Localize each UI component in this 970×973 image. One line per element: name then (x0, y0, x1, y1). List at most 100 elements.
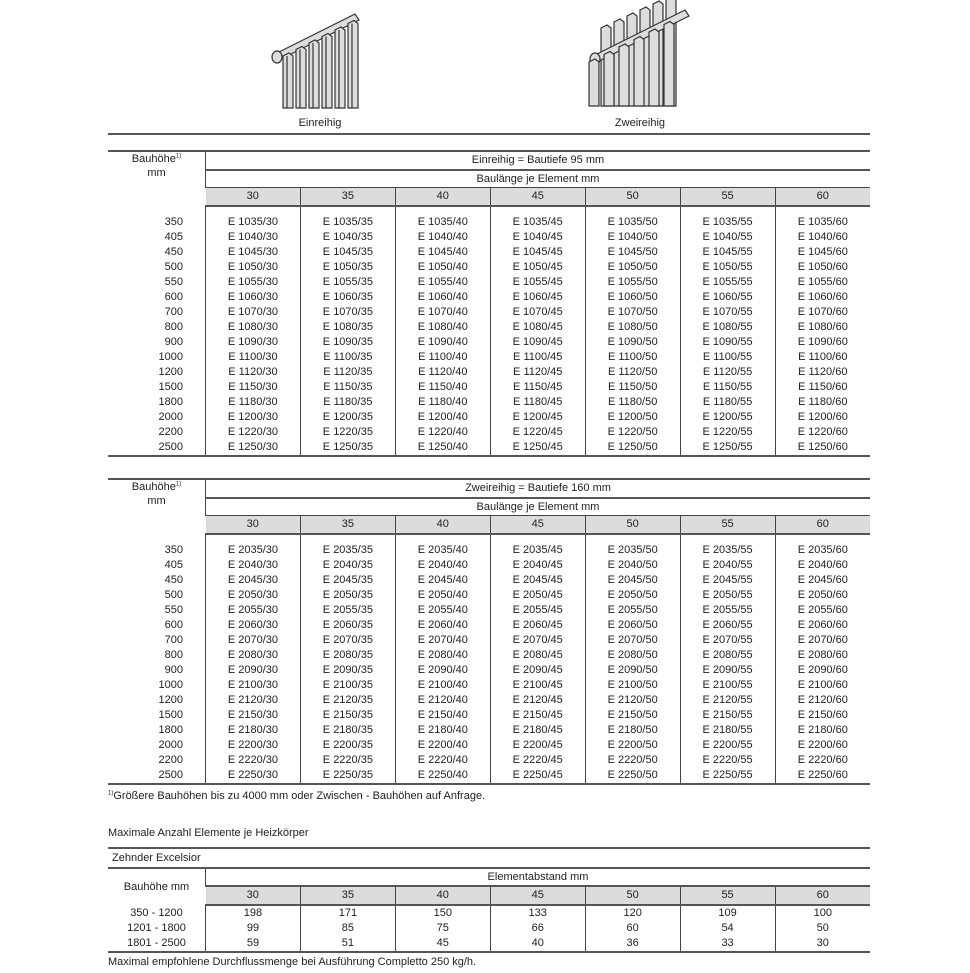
model-code: E 1150/50 (584, 380, 681, 395)
model-code: E 2035/45 (489, 543, 586, 558)
height-value: 800 (164, 649, 183, 661)
footnote-marker: 1) (108, 790, 114, 797)
model-code: E 2250/35 (299, 768, 396, 785)
table-row: 2500 E 1250/30 E 1250/35 E 1250/40 E 1250/45… (108, 440, 870, 457)
model-code: E 2250/50 (584, 768, 681, 785)
model-code: E 2120/50 (584, 693, 681, 708)
spacer (205, 534, 301, 543)
table-row: 700 E 2070/30 E 2070/35 E 2070/40 E 2070/45 E… (108, 633, 870, 648)
model-code: E 1035/50 (584, 215, 681, 230)
model-code: E 2200/60 (774, 738, 870, 753)
height-value: 1200 (158, 366, 183, 378)
model-code: E 1150/60 (774, 380, 870, 395)
spacer (489, 534, 586, 543)
model-code: E 2100/40 (394, 678, 491, 693)
model-code: E 2050/60 (774, 588, 870, 603)
model-code: E 2220/35 (299, 753, 396, 768)
model-code: E 2250/60 (774, 768, 870, 785)
model-code: E 1090/40 (394, 335, 491, 350)
model-code: E 1200/40 (394, 410, 491, 425)
table-row: 450 E 2045/30 E 2045/35 E 2045/40 E 2045/45 E… (108, 573, 870, 588)
table-row: 1201 - 1800 99 85 75 66 60 54 50 (108, 921, 870, 936)
column-header: 50 (584, 885, 681, 906)
table-row: 900 E 2090/30 E 2090/35 E 2090/40 E 2090/45 E… (108, 663, 870, 678)
table-subtitle: Baulänge je Element mm (205, 169, 870, 188)
model-code: E 1070/60 (774, 305, 870, 320)
model-code: E 1080/40 (394, 320, 491, 335)
single-row-label: Einreihig (298, 117, 342, 129)
table-row: 1000 E 1100/30 E 1100/35 E 1100/40 E 1100/45… (108, 350, 870, 365)
max-count: 1201 - 1800 (127, 922, 186, 934)
model-code: E 2080/55 (679, 648, 776, 663)
model-code: E 1250/40 (394, 440, 491, 457)
model-code: E 2180/40 (394, 723, 491, 738)
model-code: E 2050/40 (394, 588, 491, 603)
model-code: E 2100/55 (679, 678, 776, 693)
max-section-heading: Maximale Anzahl Elemente je Heizkörper (108, 827, 309, 839)
max-count: 85 (299, 921, 396, 936)
model-code: E 1055/55 (679, 275, 776, 290)
model-code: E 2090/60 (774, 663, 870, 678)
model-code: E 2055/60 (774, 603, 870, 618)
model-code: E 2220/60 (774, 753, 870, 768)
model-code: E 2080/60 (774, 648, 870, 663)
model-code: E 1150/55 (679, 380, 776, 395)
model-code: E 1055/35 (299, 275, 396, 290)
model-code: E 2045/40 (394, 573, 491, 588)
model-code: E 2100/30 (205, 678, 301, 693)
model-code: E 2070/45 (489, 633, 586, 648)
height-value: 1000 (158, 351, 183, 363)
model-code: E 1035/45 (489, 215, 586, 230)
max-count: 198 (205, 905, 301, 921)
table-row: 500 E 2050/30 E 2050/35 E 2050/40 E 2050/45 E… (108, 588, 870, 603)
model-code: E 1060/55 (679, 290, 776, 305)
height-value: 2500 (108, 768, 206, 785)
model-code: E 2220/40 (394, 753, 491, 768)
model-code: E 2180/35 (299, 723, 396, 738)
model-code: E 2090/50 (584, 663, 681, 678)
column-header: 35 (299, 515, 396, 535)
model-code: E 1220/60 (774, 425, 870, 440)
model-code: E 2180/30 (205, 723, 301, 738)
model-code: E 1070/50 (584, 305, 681, 320)
model-code: E 1120/45 (489, 365, 586, 380)
model-code: E 2035/40 (394, 543, 491, 558)
model-code: E 1180/45 (489, 395, 586, 410)
model-code: E 1090/35 (299, 335, 396, 350)
double-row-label: Zweireihig (614, 117, 666, 129)
table-row: 700 E 1070/30 E 1070/35 E 1070/40 E 1070/45 E… (108, 305, 870, 320)
max-count: 109 (679, 905, 776, 921)
model-code: E 1200/45 (489, 410, 586, 425)
model-code: E 1200/55 (679, 410, 776, 425)
height-value: 2200 (158, 754, 183, 766)
model-code: E 1050/60 (774, 260, 870, 275)
height-value: 350 (164, 544, 183, 556)
model-code: E 2045/30 (205, 573, 301, 588)
model-code: E 1080/35 (299, 320, 396, 335)
model-code: E 1120/50 (584, 365, 681, 380)
column-header: 30 (205, 885, 301, 906)
model-code: E 2120/55 (679, 693, 776, 708)
spacer (489, 206, 586, 215)
model-code: E 1250/50 (584, 440, 681, 457)
height-value: 1200 (158, 694, 183, 706)
table-row: 600 E 1060/30 E 1060/35 E 1060/40 E 1060/45 E… (108, 290, 870, 305)
height-value: 1000 (158, 679, 183, 691)
table-row: 2500 E 2250/30 E 2250/35 E 2250/40 E 2250/45… (108, 768, 870, 785)
model-code: E 2220/45 (489, 753, 586, 768)
model-code: E 2220/30 (205, 753, 301, 768)
table-row: 405 E 2040/30 E 2040/35 E 2040/40 E 2040/45 E… (108, 558, 870, 573)
model-code: E 1200/30 (205, 410, 301, 425)
spacer (679, 534, 776, 543)
column-header: 30 (205, 187, 301, 207)
model-code: E 1035/30 (205, 215, 301, 230)
height-value: 800 (164, 321, 183, 333)
column-header: 45 (489, 187, 586, 207)
max-count: 120 (584, 905, 681, 921)
table-row: 1000 E 2100/30 E 2100/35 E 2100/40 E 2100/45… (108, 678, 870, 693)
height-value: 550 (164, 604, 183, 616)
table-row: 500 E 1050/30 E 1050/35 E 1050/40 E 1050/45 E… (108, 260, 870, 275)
model-code: E 2060/40 (394, 618, 491, 633)
max-count: 150 (394, 905, 491, 921)
model-code: E 1045/55 (679, 245, 776, 260)
